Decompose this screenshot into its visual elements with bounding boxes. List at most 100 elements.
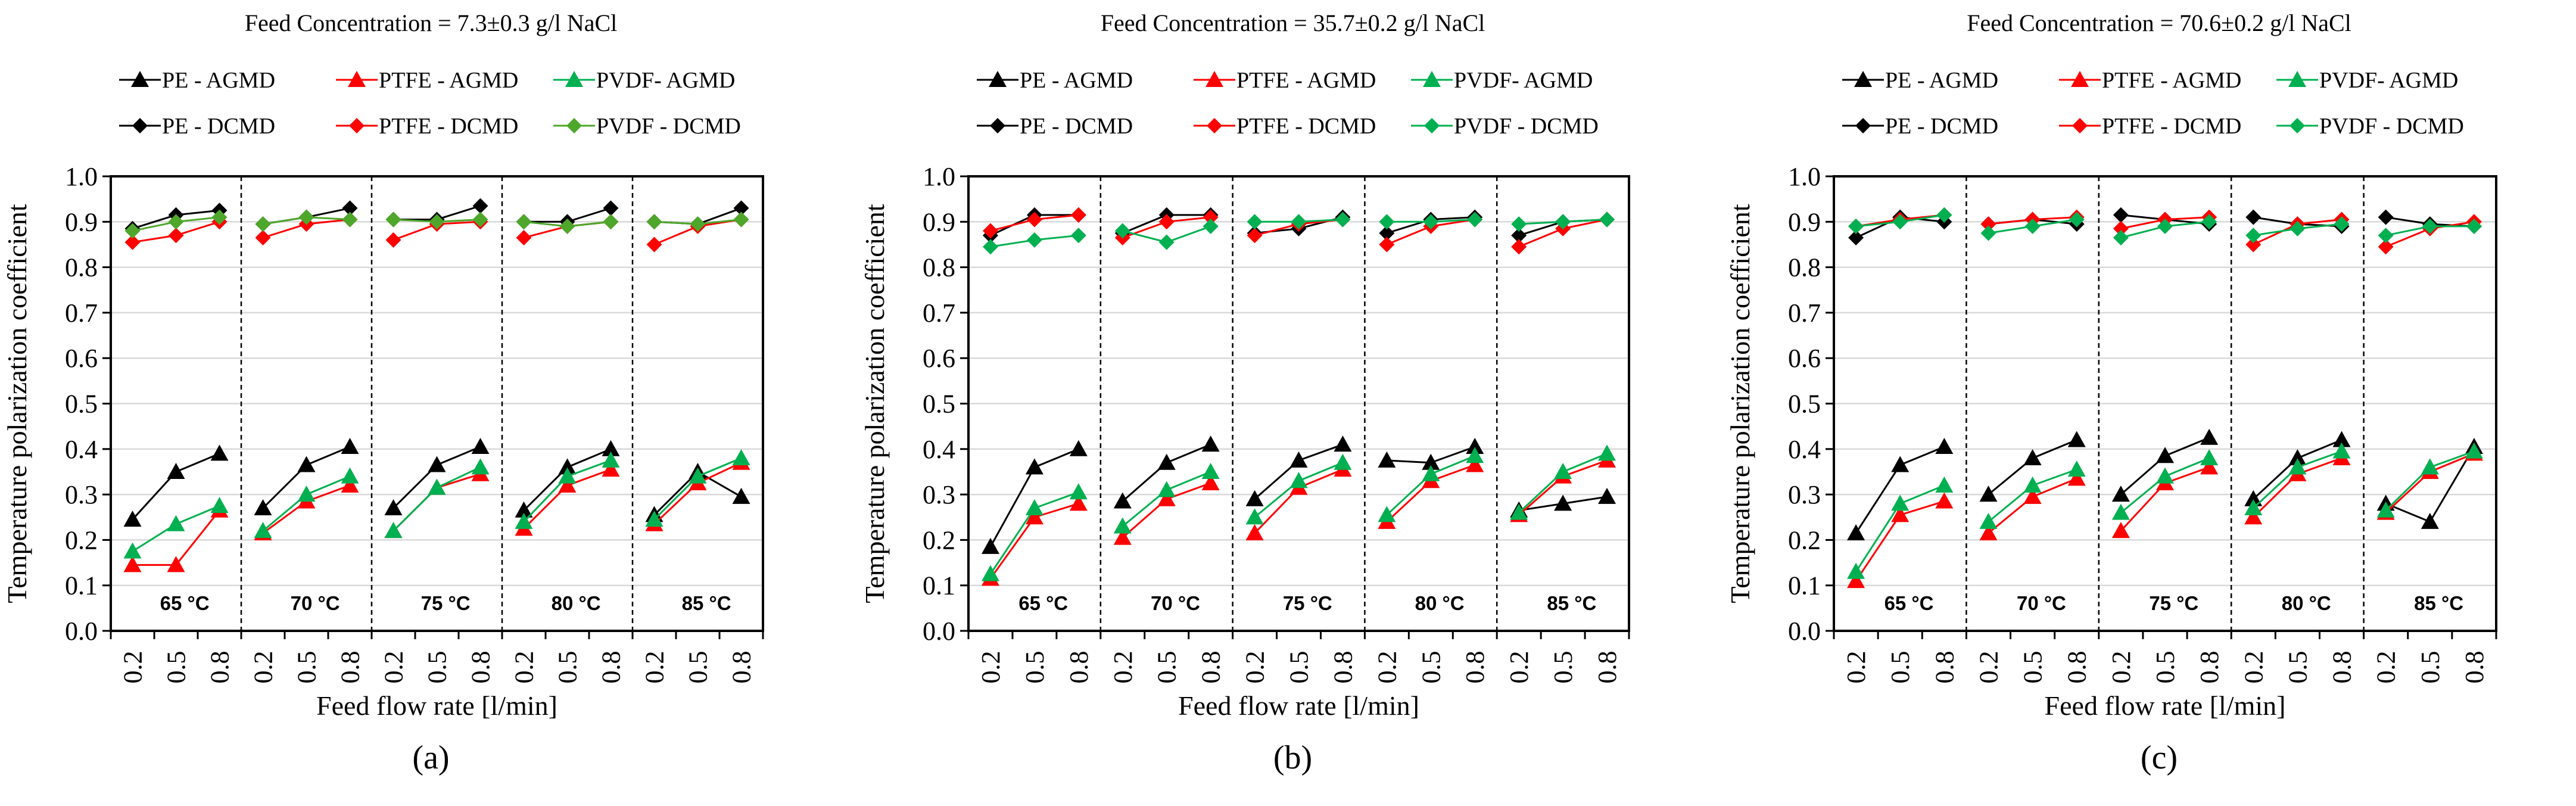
- data-point: [2201, 214, 2217, 230]
- legend-marker-diamond: [1855, 118, 1871, 133]
- data-point: [516, 230, 532, 246]
- data-point: [603, 214, 619, 230]
- data-point: [2200, 458, 2219, 475]
- data-point: [602, 460, 620, 477]
- legend-marker-diamond: [1207, 118, 1222, 133]
- data-point: [254, 499, 272, 515]
- data-point: [1203, 218, 1219, 234]
- x-tick-label: 0.8: [1460, 651, 1490, 684]
- data-point: [2113, 230, 2129, 246]
- data-point: [1201, 435, 1220, 452]
- y-tick-label: 0.5: [65, 390, 98, 419]
- data-point: [1025, 499, 1044, 515]
- series-pvdf-dcmd: [1848, 207, 2482, 246]
- data-point: [982, 239, 998, 255]
- data-point: [1554, 462, 1572, 479]
- data-point: [1334, 435, 1352, 452]
- data-point: [2376, 501, 2395, 518]
- x-tick-label: 0.5: [2151, 651, 2180, 684]
- legend-label: PE - DCMD: [1020, 114, 1133, 139]
- legend-label: PTFE - AGMD: [379, 68, 518, 93]
- legend-label: PTFE - AGMD: [1236, 68, 1376, 93]
- y-tick-label: 0.4: [923, 435, 955, 464]
- data-point: [732, 449, 750, 466]
- x-tick-label: 0.8: [597, 651, 626, 684]
- temperature-label: 70 °C: [1151, 592, 1200, 614]
- series-pe-agmd: [1847, 428, 2483, 540]
- x-tick-label: 0.2: [249, 651, 278, 684]
- data-point: [255, 230, 271, 246]
- data-point: [1980, 216, 1996, 232]
- data-point: [2245, 236, 2262, 253]
- data-point: [2244, 490, 2263, 506]
- x-tick-label: 0.5: [1152, 651, 1182, 684]
- data-point: [733, 211, 749, 228]
- data-point: [1069, 440, 1088, 456]
- y-tick-label: 0.4: [1788, 435, 1821, 464]
- data-point: [1555, 214, 1571, 230]
- temperature-label: 80 °C: [1415, 592, 1465, 614]
- x-tick-label: 0.8: [336, 651, 365, 684]
- data-point: [603, 200, 619, 216]
- y-tick-label: 0.4: [65, 435, 98, 464]
- data-point: [1979, 486, 1998, 502]
- series-pvdf-dcmd: [982, 211, 1615, 255]
- data-point: [2378, 209, 2394, 225]
- chart-title: Feed Concentration = 70.6±0.2 g/l NaCl: [1967, 10, 2351, 36]
- data-point: [384, 499, 403, 515]
- y-axis-label: Temperature polarization coefficient: [2, 204, 32, 603]
- temperature-label: 65 °C: [1018, 592, 1068, 614]
- series-pvdf-agmd: [1847, 442, 2483, 579]
- legend-entry: PE - DCMD: [1842, 114, 1998, 139]
- data-point: [2156, 447, 2174, 463]
- data-point: [168, 214, 184, 230]
- data-point: [1245, 508, 1264, 525]
- data-point: [602, 440, 620, 456]
- data-point: [2024, 218, 2041, 234]
- x-tick-label: 0.5: [1549, 651, 1578, 684]
- data-point: [1025, 508, 1044, 525]
- data-point: [1554, 494, 1572, 511]
- legend-label: PVDF - DCMD: [1454, 114, 1599, 139]
- data-point: [1891, 506, 1910, 522]
- legend-entry: PVDF - DCMD: [1411, 114, 1599, 139]
- data-point: [2465, 442, 2483, 459]
- data-point: [1467, 211, 1483, 228]
- data-point: [2244, 508, 2263, 525]
- x-tick-label: 0.8: [1197, 651, 1226, 684]
- x-tick-label: 0.5: [1020, 651, 1049, 684]
- data-point: [1379, 214, 1395, 230]
- legend-entry: PVDF - DCMD: [2276, 114, 2464, 139]
- data-point: [2288, 458, 2307, 475]
- data-point: [2067, 460, 2086, 477]
- data-point: [515, 512, 533, 529]
- temperature-label: 80 °C: [2282, 592, 2331, 614]
- x-tick-label: 0.2: [640, 651, 669, 684]
- legend-entry: PTFE - DCMD: [336, 114, 518, 139]
- series-pvdf-dcmd: [124, 209, 749, 239]
- data-point: [471, 437, 490, 454]
- data-point: [1379, 225, 1395, 241]
- legend-marker-triangle: [2071, 71, 2089, 87]
- data-point: [1113, 528, 1132, 545]
- legend-marker-diamond: [1424, 118, 1440, 133]
- data-point: [1245, 490, 1264, 506]
- chart-panel-c: Feed Concentration = 70.6±0.2 g/l NaCl PE…: [1725, 10, 2497, 776]
- data-point: [1891, 456, 1910, 472]
- data-point: [2157, 218, 2173, 234]
- y-tick-label: 0.2: [1788, 525, 1821, 555]
- data-point: [1158, 234, 1175, 250]
- legend-marker-triangle: [2288, 71, 2306, 87]
- plot-frame: [1833, 175, 2497, 632]
- x-tick-label: 0.8: [2063, 651, 2092, 684]
- data-point: [1466, 456, 1484, 472]
- series-line: [2385, 446, 2475, 523]
- data-point: [385, 232, 401, 248]
- temperature-label: 70 °C: [291, 592, 340, 614]
- x-tick-label: 0.5: [292, 651, 322, 684]
- x-tick-label: 0.5: [162, 651, 191, 684]
- data-point: [1847, 524, 1865, 540]
- x-tick-label: 0.2: [1974, 651, 2003, 684]
- plot-frame: [967, 175, 1630, 632]
- x-tick-label: 0.2: [119, 651, 148, 684]
